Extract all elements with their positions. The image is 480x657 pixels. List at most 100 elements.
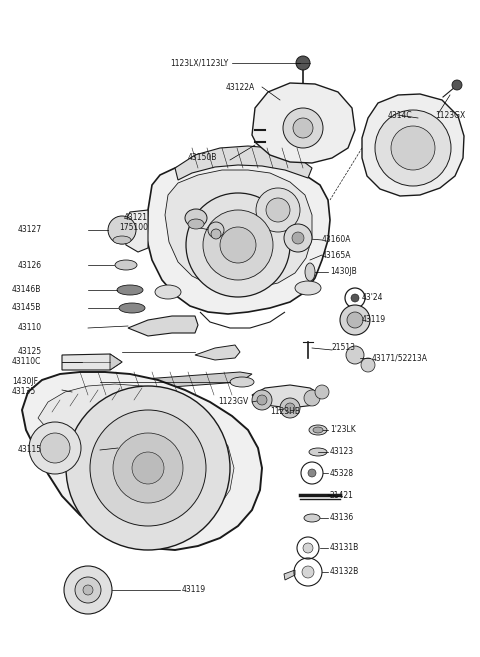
Ellipse shape xyxy=(309,425,327,435)
Circle shape xyxy=(347,312,363,328)
Text: 1430JB: 1430JB xyxy=(330,267,357,277)
Circle shape xyxy=(293,118,313,138)
PathPatch shape xyxy=(362,94,464,196)
Ellipse shape xyxy=(155,285,181,299)
Text: 43165A: 43165A xyxy=(322,250,351,260)
Text: 43135: 43135 xyxy=(12,388,36,397)
Ellipse shape xyxy=(113,236,131,244)
Text: 43119: 43119 xyxy=(182,585,206,595)
Text: 1123GX: 1123GX xyxy=(435,110,465,120)
Ellipse shape xyxy=(230,377,254,387)
PathPatch shape xyxy=(62,354,122,370)
PathPatch shape xyxy=(38,384,234,530)
Text: 43122A: 43122A xyxy=(226,83,255,91)
Text: 43121: 43121 xyxy=(124,214,148,223)
Text: 1123GV: 1123GV xyxy=(218,397,248,407)
Circle shape xyxy=(308,469,316,477)
Circle shape xyxy=(256,188,300,232)
Circle shape xyxy=(346,346,364,364)
Circle shape xyxy=(113,433,183,503)
PathPatch shape xyxy=(128,316,198,336)
Circle shape xyxy=(303,543,313,553)
Text: 43110: 43110 xyxy=(18,323,42,332)
Text: 43132B: 43132B xyxy=(330,568,359,576)
Text: 4314C: 4314C xyxy=(388,110,413,120)
Text: 43127: 43127 xyxy=(18,225,42,235)
Text: 43115: 43115 xyxy=(18,445,42,455)
Ellipse shape xyxy=(208,222,224,238)
Ellipse shape xyxy=(309,448,327,456)
Circle shape xyxy=(186,193,290,297)
PathPatch shape xyxy=(284,570,295,580)
Text: 43146B: 43146B xyxy=(12,286,41,294)
PathPatch shape xyxy=(175,146,312,180)
Ellipse shape xyxy=(185,209,207,227)
Circle shape xyxy=(40,433,70,463)
Text: 43150B: 43150B xyxy=(188,154,217,162)
PathPatch shape xyxy=(55,372,252,395)
Text: 1'23LK: 1'23LK xyxy=(330,426,356,434)
PathPatch shape xyxy=(110,354,122,370)
Circle shape xyxy=(66,386,230,550)
Ellipse shape xyxy=(295,281,321,295)
Text: 43125: 43125 xyxy=(18,348,42,357)
PathPatch shape xyxy=(252,83,355,163)
Text: 43145B: 43145B xyxy=(12,304,41,313)
Circle shape xyxy=(64,566,112,614)
Text: 43160A: 43160A xyxy=(322,235,351,244)
Text: 43110C: 43110C xyxy=(12,357,41,367)
Ellipse shape xyxy=(117,285,143,295)
Circle shape xyxy=(252,390,272,410)
Circle shape xyxy=(266,198,290,222)
Text: 45328: 45328 xyxy=(330,468,354,478)
Ellipse shape xyxy=(188,219,204,229)
Ellipse shape xyxy=(115,260,137,270)
Circle shape xyxy=(280,398,300,418)
Circle shape xyxy=(132,452,164,484)
PathPatch shape xyxy=(147,158,330,314)
Circle shape xyxy=(284,224,312,252)
Text: 43119: 43119 xyxy=(362,315,386,325)
Circle shape xyxy=(83,585,93,595)
Ellipse shape xyxy=(119,303,145,313)
Circle shape xyxy=(391,126,435,170)
Circle shape xyxy=(29,422,81,474)
Circle shape xyxy=(340,305,370,335)
Circle shape xyxy=(283,108,323,148)
Circle shape xyxy=(285,403,295,413)
Text: 43'24: 43'24 xyxy=(362,294,384,302)
Text: 1430JF: 1430JF xyxy=(12,378,38,386)
Circle shape xyxy=(220,227,256,263)
Circle shape xyxy=(315,385,329,399)
Text: 21513: 21513 xyxy=(332,344,356,353)
Text: 43171/52213A: 43171/52213A xyxy=(372,353,428,363)
Text: 175100: 175100 xyxy=(119,223,148,233)
Circle shape xyxy=(375,110,451,186)
Ellipse shape xyxy=(304,514,320,522)
Ellipse shape xyxy=(305,263,315,281)
Circle shape xyxy=(452,80,462,90)
PathPatch shape xyxy=(195,345,240,360)
Circle shape xyxy=(108,216,136,244)
PathPatch shape xyxy=(122,210,148,252)
Text: 21421: 21421 xyxy=(330,491,354,499)
Circle shape xyxy=(292,232,304,244)
Circle shape xyxy=(257,395,267,405)
Text: 1123LX/1123LY: 1123LX/1123LY xyxy=(170,58,228,68)
Ellipse shape xyxy=(313,427,323,433)
Text: 43136: 43136 xyxy=(330,514,354,522)
Circle shape xyxy=(296,56,310,70)
PathPatch shape xyxy=(252,385,322,408)
Circle shape xyxy=(304,390,320,406)
PathPatch shape xyxy=(22,372,262,550)
Circle shape xyxy=(351,294,359,302)
Text: 43123: 43123 xyxy=(330,447,354,457)
Circle shape xyxy=(302,566,314,578)
Text: 1123HB: 1123HB xyxy=(270,407,300,417)
Circle shape xyxy=(75,577,101,603)
Text: 43131B: 43131B xyxy=(330,543,359,553)
Text: 43126: 43126 xyxy=(18,260,42,269)
Circle shape xyxy=(90,410,206,526)
PathPatch shape xyxy=(165,170,312,289)
Ellipse shape xyxy=(211,229,221,239)
